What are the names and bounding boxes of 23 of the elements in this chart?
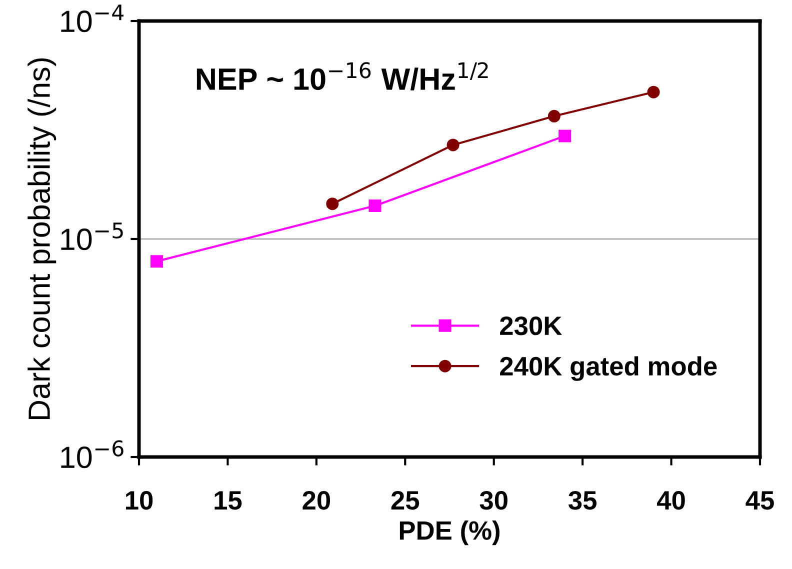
point (548, 110, 560, 122)
y-tick-label: 10$^{−4}$ (61, 4, 124, 32)
y-tick-label: 10$^{−6}$ (61, 440, 124, 468)
annotation: NEP ~ 10$^{−16}$ W/Hz$^{1/2}$ (196, 62, 488, 90)
point (326, 198, 339, 210)
point (368, 200, 382, 212)
x-tick-label: 30 (480, 491, 508, 510)
x-tick-label: 20 (302, 491, 330, 510)
y-tick-label: 10$^{−5}$ (61, 222, 123, 250)
point (150, 255, 163, 268)
x-tick-label: 15 (214, 491, 242, 510)
legend-label: 240K gated mode (500, 356, 717, 381)
x-tick-label: 45 (746, 491, 774, 510)
point (446, 138, 460, 152)
x-tick-label: 10 (126, 491, 153, 510)
x-tick-label: 25 (391, 491, 420, 510)
x-axis-title: PDE (%) (400, 520, 500, 546)
y-axis-title: Dark count probability (/ns) (28, 58, 56, 420)
legend-label: 230K (500, 316, 562, 336)
x-tick-label: 40 (657, 491, 685, 510)
point (647, 86, 660, 98)
point (558, 130, 572, 142)
x-tick-label: 35 (568, 491, 597, 510)
